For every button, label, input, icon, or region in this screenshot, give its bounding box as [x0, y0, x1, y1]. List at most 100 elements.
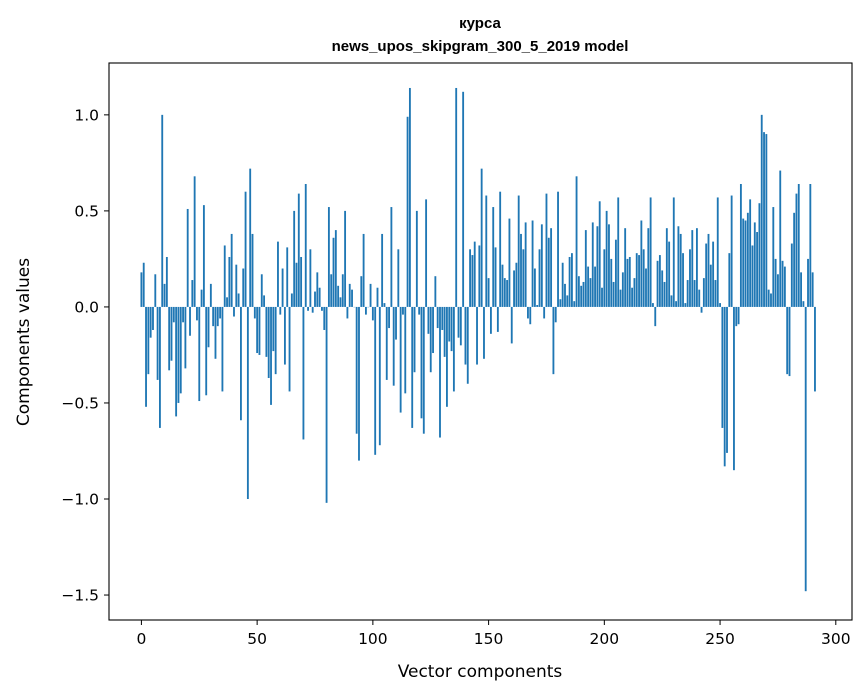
- bar: [642, 249, 645, 307]
- bar: [295, 262, 298, 307]
- bar: [272, 306, 275, 352]
- bar: [656, 260, 659, 307]
- bar: [309, 249, 312, 307]
- bar: [378, 306, 381, 446]
- bar: [256, 306, 259, 354]
- plot-area-frame: [108, 62, 853, 621]
- bar: [214, 306, 217, 359]
- bar: [365, 306, 367, 315]
- bar: [274, 306, 277, 375]
- bar: [390, 207, 393, 307]
- x-axis-ticks: 0 50 100 150 200 250 300: [136, 620, 851, 648]
- bar: [383, 303, 386, 307]
- bar: [381, 233, 384, 307]
- bar: [304, 184, 307, 307]
- bar: [464, 306, 467, 365]
- bar: [395, 306, 397, 340]
- bar: [237, 293, 240, 307]
- bar: [804, 306, 807, 592]
- y-axis-label: Components values: [14, 258, 34, 426]
- bar: [691, 230, 694, 307]
- bar: [540, 224, 543, 307]
- bar: [529, 306, 532, 325]
- bar: [149, 306, 152, 338]
- bar: [591, 222, 594, 307]
- bar: [168, 306, 171, 371]
- bar: [770, 293, 772, 307]
- bar: [700, 306, 703, 313]
- bar: [399, 306, 402, 413]
- bar: [682, 253, 684, 307]
- x-tick-label: 300: [821, 630, 851, 648]
- bar: [446, 306, 448, 407]
- bar: [392, 306, 395, 386]
- bar: [742, 218, 745, 307]
- bar: [311, 306, 314, 313]
- bar: [186, 208, 189, 307]
- bar: [496, 306, 499, 332]
- bar: [652, 303, 654, 307]
- bar: [161, 114, 164, 307]
- bar: [267, 306, 270, 378]
- bar: [316, 272, 319, 307]
- bar: [411, 306, 414, 428]
- bar: [436, 306, 439, 329]
- bar: [480, 168, 483, 307]
- bar: [705, 243, 708, 307]
- bar: [422, 306, 425, 434]
- bar: [737, 306, 740, 325]
- bar: [330, 274, 333, 307]
- x-tick-label: 100: [358, 630, 388, 648]
- bar: [524, 222, 527, 307]
- bar: [679, 233, 682, 307]
- bar: [781, 260, 784, 307]
- bar: [561, 262, 564, 307]
- bar: [811, 272, 814, 307]
- bar: [596, 226, 599, 307]
- bar: [647, 228, 650, 307]
- bar: [802, 301, 805, 307]
- bar: [763, 132, 765, 307]
- bar: [235, 264, 238, 307]
- bar: [351, 289, 353, 307]
- bar: [628, 256, 631, 307]
- bar: [260, 274, 263, 307]
- bar: [154, 274, 157, 307]
- bar: [376, 287, 379, 307]
- bar: [286, 247, 289, 307]
- bar: [249, 168, 252, 307]
- bar: [665, 228, 668, 307]
- bar: [191, 280, 194, 307]
- bar: [228, 256, 231, 307]
- bar: [564, 283, 566, 307]
- bar: [244, 191, 247, 307]
- bar: [314, 291, 316, 307]
- bar: [573, 301, 576, 307]
- y-tick-label: −0.5: [61, 394, 99, 412]
- x-axis-label: Vector components: [398, 662, 563, 682]
- bar: [198, 306, 201, 402]
- bar: [209, 283, 212, 307]
- bar: [559, 299, 562, 307]
- bar: [230, 233, 233, 307]
- bar: [290, 293, 293, 307]
- bar: [270, 306, 272, 405]
- y-tick-label: 1.0: [74, 106, 99, 124]
- bar: [485, 195, 488, 307]
- bar: [661, 270, 664, 307]
- bar: [744, 220, 747, 307]
- y-tick-label: −1.5: [61, 587, 99, 605]
- bar: [469, 249, 472, 307]
- bar: [571, 253, 573, 307]
- bar: [415, 210, 418, 307]
- bar: [147, 306, 150, 375]
- bar: [196, 306, 198, 321]
- bar: [721, 306, 724, 428]
- bar: [610, 258, 613, 307]
- bar: [402, 306, 404, 315]
- bar: [175, 306, 178, 417]
- bar: [614, 239, 617, 307]
- bar: [434, 276, 437, 307]
- bar: [499, 191, 502, 307]
